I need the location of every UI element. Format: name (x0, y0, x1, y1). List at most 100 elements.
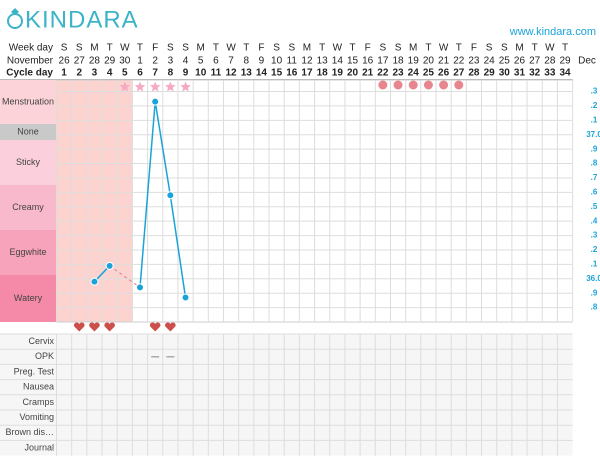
week-day: S (61, 43, 68, 54)
obs-label: Vomiting (19, 412, 54, 422)
heart-marker (149, 322, 161, 332)
week-day: T (137, 43, 143, 54)
week-day: T (532, 43, 538, 54)
fluid-band (0, 124, 57, 140)
date: 28 (544, 56, 556, 67)
cycle-day: 31 (514, 68, 526, 79)
logo-text: KINDARA (25, 6, 139, 33)
period-shade (56, 80, 133, 322)
week-day: W (545, 43, 555, 54)
week-day: T (243, 43, 249, 54)
cycle-day: 14 (256, 68, 268, 79)
temp-point (105, 261, 114, 270)
date: 26 (514, 56, 526, 67)
site-url[interactable]: www.kindara.com (509, 26, 596, 38)
cycle-day: 5 (122, 68, 128, 79)
date: 20 (423, 56, 435, 67)
fluid-label: Eggwhite (9, 247, 46, 257)
cycle-day: 32 (529, 68, 541, 79)
heart-marker (73, 322, 85, 332)
week-day: S (486, 43, 493, 54)
fluid-band (0, 140, 57, 185)
dashed-connector (109, 265, 141, 288)
next-month: Dec (578, 56, 596, 67)
star-marker (165, 81, 176, 92)
logo-ring (7, 13, 23, 29)
week-day: T (349, 43, 355, 54)
cycle-day: 25 (423, 68, 435, 79)
y-tick-label: 36.0 (586, 274, 600, 283)
logo-gem (11, 8, 19, 15)
obs-label: Nausea (23, 382, 54, 392)
fluid-band (0, 80, 57, 124)
cycle-day: 3 (92, 68, 98, 79)
week-day: W (333, 43, 343, 54)
week-day: F (365, 43, 371, 54)
obs-label: Brown dis… (5, 427, 54, 437)
dot-marker (393, 80, 403, 90)
week-day: W (439, 43, 449, 54)
week-day: S (501, 43, 508, 54)
date: 19 (408, 56, 420, 67)
cycle-day: 24 (408, 68, 420, 79)
week-day: M (197, 43, 205, 54)
cycle-day: 18 (317, 68, 329, 79)
y-tick-label: .9 (591, 288, 598, 297)
date: 1 (137, 56, 143, 67)
cycle-day: 2 (76, 68, 82, 79)
obs-label: Preg. Test (14, 366, 55, 376)
date: 16 (362, 56, 374, 67)
cycle-day: 1 (61, 68, 67, 79)
heart-marker (165, 322, 176, 332)
y-tick-label: .3 (591, 231, 598, 240)
date: 22 (453, 56, 465, 67)
week-day: S (182, 43, 189, 54)
week-day: F (258, 43, 264, 54)
y-tick-label: .1 (591, 259, 598, 268)
week-day: F (471, 43, 477, 54)
cycle-day: 26 (438, 68, 450, 79)
month-label: November (7, 56, 54, 67)
y-tick-label: .3 (591, 87, 598, 96)
date: 24 (484, 56, 496, 67)
cycle-day: 19 (332, 68, 344, 79)
week-day: T (319, 43, 325, 54)
date: 26 (59, 56, 71, 67)
temp-point (90, 277, 99, 286)
heart-marker (104, 322, 115, 332)
cycle-day: 7 (152, 68, 158, 79)
date: 9 (259, 56, 265, 67)
cycle-day: 27 (453, 68, 465, 79)
date: 12 (301, 56, 313, 67)
y-tick-label: 37.0 (586, 130, 600, 139)
star-marker (134, 81, 146, 92)
date: 28 (89, 56, 101, 67)
cycle-day: 4 (107, 68, 113, 79)
cycle-day: 21 (362, 68, 374, 79)
cycle-day: 9 (183, 68, 189, 79)
cycle-day: 33 (544, 68, 556, 79)
y-tick-label: .4 (591, 216, 598, 225)
fluid-band (0, 275, 57, 322)
fluid-label: Sticky (16, 157, 41, 167)
fluid-band (0, 185, 57, 230)
temp-point (135, 283, 144, 292)
dot-marker (454, 80, 464, 90)
week-day: S (167, 43, 174, 54)
week-day: W (226, 43, 236, 54)
cycle-day: 22 (377, 68, 389, 79)
cycle-day: 29 (484, 68, 496, 79)
y-tick-label: .7 (591, 173, 598, 182)
week-day: S (395, 43, 402, 54)
y-tick-label: .5 (591, 202, 598, 211)
cycle-day: 10 (195, 68, 207, 79)
date: 29 (559, 56, 571, 67)
date: 10 (271, 56, 283, 67)
temp-point (151, 97, 160, 106)
fluid-band (0, 230, 57, 275)
temp-point (166, 191, 175, 200)
cycle-day: 16 (286, 68, 298, 79)
week-day: F (152, 43, 158, 54)
date: 15 (347, 56, 359, 67)
